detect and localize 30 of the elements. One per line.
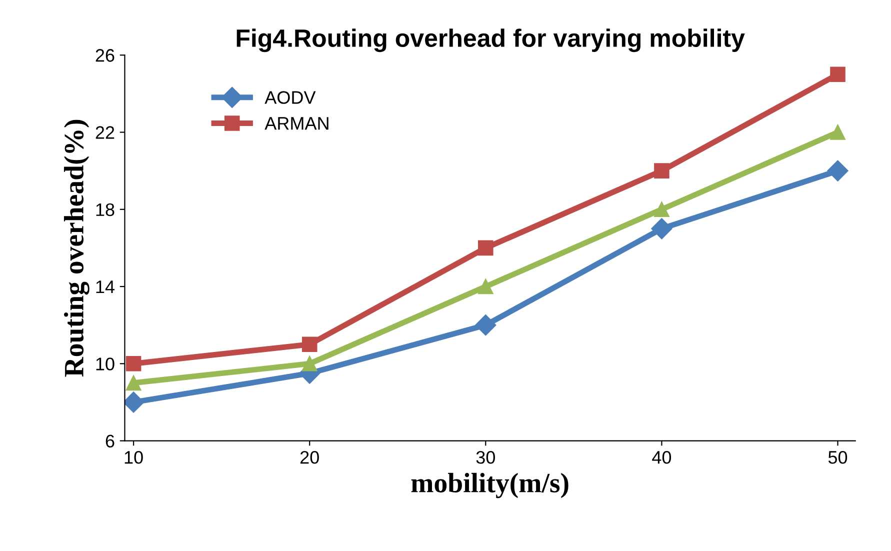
x-tick-label: 40 [652,451,672,464]
point [478,240,494,256]
point [654,202,670,218]
point [126,375,142,391]
y-tick-label: 14 [96,280,114,294]
chart-title: Fig4.Routing overhead for varying mobility [236,28,745,52]
point [830,66,846,82]
y-tick-label: 18 [96,203,114,216]
x-tick-label: 30 [476,451,495,464]
legend-label: ARMAN [264,117,328,130]
x-tick-label: 50 [828,451,848,464]
x-tick-label: 20 [300,451,319,464]
x-tick-label: 10 [124,451,143,464]
point [827,160,848,182]
y-tick-label: 10 [96,358,114,370]
point [302,356,318,372]
legend-label: AODV [264,91,316,104]
point [475,314,496,336]
point [651,218,672,240]
y-tick-label: 6 [106,434,114,448]
point [830,124,846,140]
y-tick-label: 22 [96,126,114,139]
point [124,392,144,413]
y-tick-label: 26 [96,49,114,62]
y-axis-title: Routing overhead(%) [64,120,90,377]
x-axis-title: mobility(m/s) [411,472,568,498]
point [478,278,494,294]
point [126,356,142,372]
point [654,163,670,178]
point [302,336,318,352]
